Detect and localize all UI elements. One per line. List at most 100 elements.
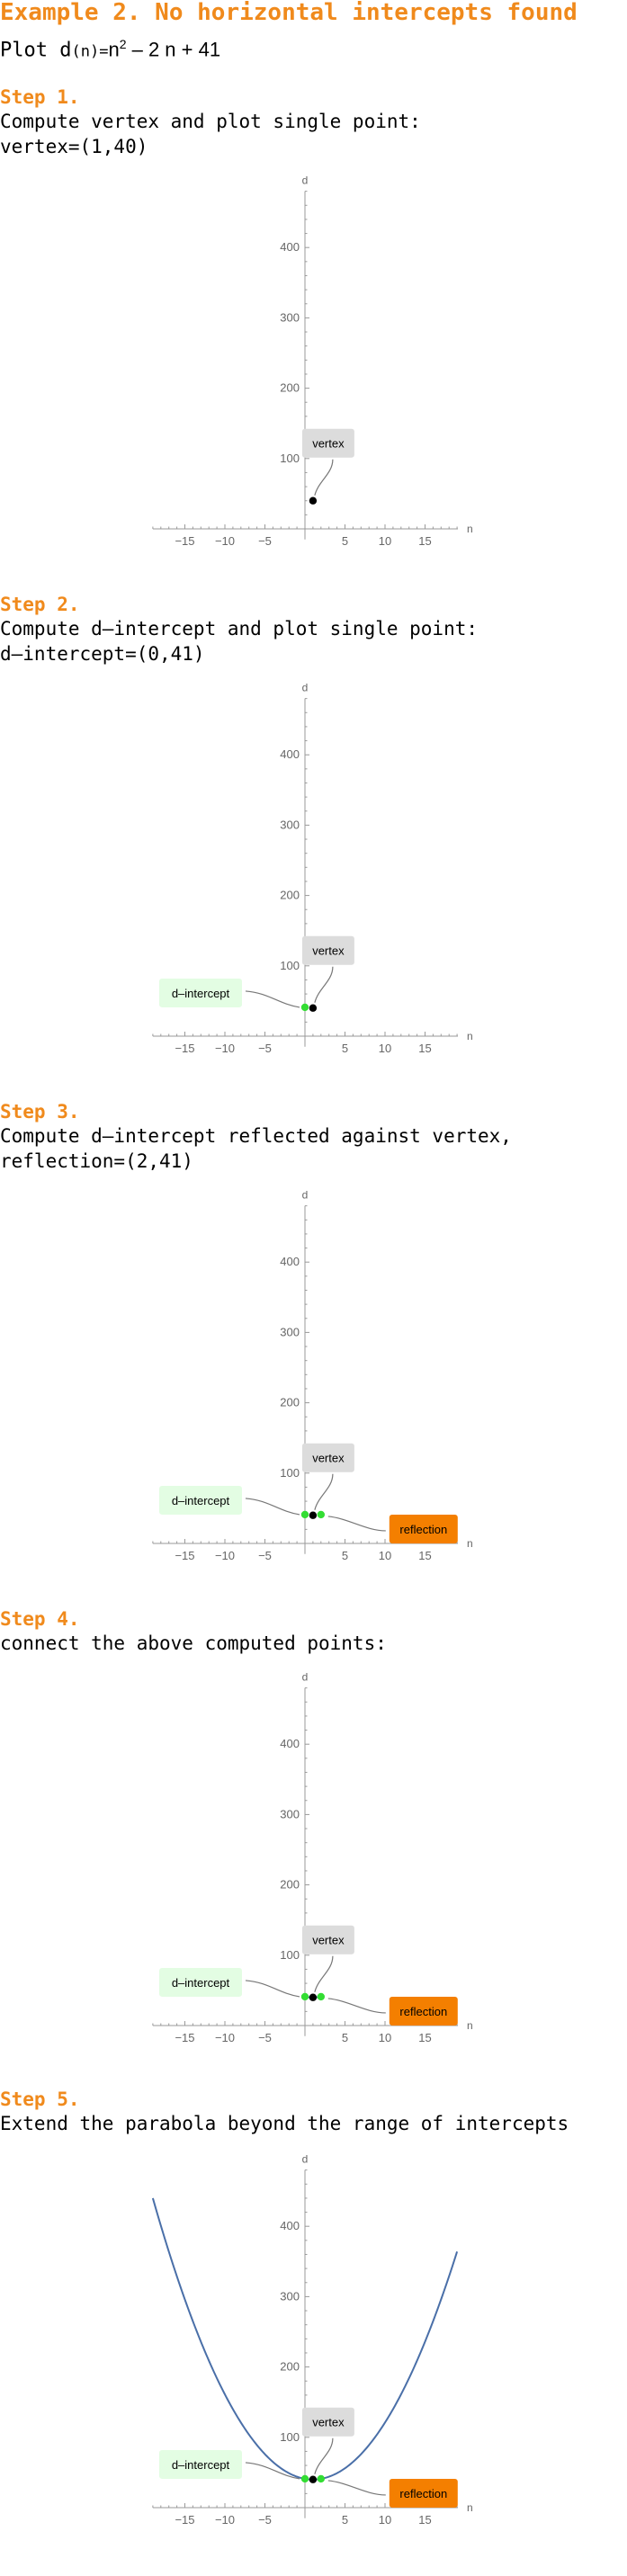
y-tick-label: 400 bbox=[280, 240, 300, 254]
step-5-heading: Step 5. bbox=[0, 2089, 80, 2110]
x-tick-label: −5 bbox=[258, 534, 272, 548]
intercept-label: d–intercept bbox=[172, 1976, 230, 1990]
intercept-callout-line bbox=[245, 990, 300, 1008]
y-tick-label: 400 bbox=[280, 2219, 300, 2232]
x-tick-label: −5 bbox=[258, 2031, 272, 2044]
x-tick-label: 15 bbox=[418, 1549, 431, 1562]
y-tick-label: 300 bbox=[280, 2289, 300, 2303]
intercept-label-box bbox=[159, 1967, 242, 1997]
intercept-point bbox=[300, 1992, 309, 2001]
vertex-point bbox=[309, 2475, 318, 2483]
x-tick-label: 5 bbox=[342, 534, 348, 548]
reflection-label-box bbox=[389, 2478, 458, 2508]
reflection-point bbox=[317, 1992, 325, 2001]
x-tick-label: −5 bbox=[258, 2513, 272, 2527]
vertex-label: vertex bbox=[312, 1452, 345, 1465]
chart-step-2: −15 −10 −5 5 10 15 100 200 300 400 n d vertex d–inter… bbox=[152, 682, 473, 1055]
x-tick-label: −15 bbox=[175, 2513, 194, 2527]
x-tick-label: −15 bbox=[175, 1549, 194, 1562]
subtitle-prefix: Plot d bbox=[0, 39, 72, 62]
subtitle-rest: – 2 n + 41 bbox=[126, 38, 221, 61]
x-axis-label: n bbox=[467, 2501, 473, 2514]
step-5-line-1: Extend the parabola beyond the range of … bbox=[0, 2113, 569, 2134]
y-tick-label: 100 bbox=[280, 959, 300, 972]
y-tick-label: 200 bbox=[280, 1396, 300, 1409]
vertex-callout-line bbox=[314, 1955, 334, 1992]
y-tick-label: 200 bbox=[280, 889, 300, 902]
y-tick-label: 200 bbox=[280, 2360, 300, 2374]
intercept-label-box bbox=[159, 1485, 242, 1515]
x-tick-label: −10 bbox=[215, 1042, 235, 1055]
step-2-line-1: Compute d–intercept and plot single poin… bbox=[0, 618, 479, 640]
reflection-callout-line bbox=[327, 2480, 386, 2496]
intercept-callout-line bbox=[245, 1498, 300, 1516]
reflection-label: reflection bbox=[399, 2487, 447, 2500]
subtitle-eq: = bbox=[99, 42, 109, 61]
vertex-label-box bbox=[301, 935, 354, 965]
x-tick-label: 15 bbox=[418, 1042, 431, 1055]
y-tick-label: 200 bbox=[280, 1878, 300, 1892]
chart-step-4: −15 −10 −5 5 10 15 100 200 300 400 n d vertex d–inter… bbox=[152, 1671, 473, 2044]
step-3-line-2: reflection=(2,41) bbox=[0, 1150, 193, 1172]
y-tick-label: 400 bbox=[280, 1737, 300, 1750]
step-2-line-2: d–intercept=(0,41) bbox=[0, 643, 205, 665]
x-tick-label: 10 bbox=[379, 2031, 391, 2044]
x-tick-label: 15 bbox=[418, 2513, 431, 2527]
subtitle-n: n bbox=[108, 38, 120, 61]
vertex-label: vertex bbox=[312, 2416, 345, 2429]
step-4-line-1: connect the above computed points: bbox=[0, 1632, 387, 1654]
y-tick-label: 400 bbox=[280, 747, 300, 761]
step-2-heading: Step 2. bbox=[0, 594, 80, 615]
step-3-heading: Step 3. bbox=[0, 1101, 80, 1123]
intercept-label-box bbox=[159, 978, 242, 1007]
x-axis-label: n bbox=[467, 523, 473, 535]
reflection-point bbox=[317, 1510, 325, 1519]
intercept-callout-line bbox=[245, 1980, 300, 1998]
x-tick-label: −10 bbox=[215, 534, 235, 548]
y-tick-label: 200 bbox=[280, 381, 300, 395]
y-tick-label: 100 bbox=[280, 2430, 300, 2444]
intercept-label-box bbox=[159, 2449, 242, 2479]
vertex-label-box bbox=[301, 1443, 354, 1472]
x-tick-label: −15 bbox=[175, 1042, 194, 1055]
x-tick-label: −10 bbox=[215, 2031, 235, 2044]
x-tick-label: −5 bbox=[258, 1549, 272, 1562]
x-tick-label: 5 bbox=[342, 2031, 348, 2044]
chart-step-5: −15 −10 −5 5 10 15 100 200 300 400 n d vertex d–inter… bbox=[151, 2153, 473, 2527]
y-tick-label: 400 bbox=[280, 1255, 300, 1268]
reflection-label-box bbox=[389, 1514, 458, 1543]
x-axis-label: n bbox=[467, 1030, 473, 1042]
reflection-callout-line bbox=[327, 1998, 386, 2014]
reflection-callout-line bbox=[327, 1516, 386, 1532]
y-axis-label: d bbox=[302, 2153, 309, 2166]
x-tick-label: 10 bbox=[379, 534, 391, 548]
reflection-point bbox=[317, 2474, 325, 2483]
x-tick-label: 15 bbox=[418, 534, 431, 548]
vertex-callout-line bbox=[314, 459, 334, 496]
page-subtitle: Plot d(n)=n2 – 2 n + 41 bbox=[0, 32, 220, 63]
step-3-line-1: Compute d–intercept reflected against ve… bbox=[0, 1125, 512, 1147]
step-1-heading: Step 1. bbox=[0, 86, 80, 108]
subtitle-exp: 2 bbox=[119, 37, 127, 51]
step-1-line-2: vertex=(1,40) bbox=[0, 136, 148, 157]
vertex-point bbox=[309, 1993, 318, 2001]
x-tick-label: 10 bbox=[379, 2513, 391, 2527]
intercept-point bbox=[300, 2474, 309, 2483]
subtitle-paren: (n) bbox=[71, 42, 100, 61]
step-4-heading: Step 4. bbox=[0, 1608, 80, 1630]
y-tick-label: 100 bbox=[280, 1948, 300, 1962]
x-tick-label: −5 bbox=[258, 1042, 272, 1055]
vertex-point bbox=[309, 496, 318, 505]
y-tick-label: 100 bbox=[280, 1466, 300, 1480]
x-tick-label: −15 bbox=[175, 2031, 194, 2044]
chart-step-3: −15 −10 −5 5 10 15 100 200 300 400 n d vertex d–inter… bbox=[152, 1189, 473, 1562]
x-tick-label: −15 bbox=[175, 534, 194, 548]
vertex-label: vertex bbox=[312, 1934, 345, 1947]
x-tick-label: 5 bbox=[342, 2513, 348, 2527]
y-tick-label: 300 bbox=[280, 1325, 300, 1338]
y-tick-label: 300 bbox=[280, 310, 300, 324]
vertex-label-box bbox=[301, 428, 354, 458]
x-tick-label: 5 bbox=[342, 1549, 348, 1562]
vertex-callout-line bbox=[314, 966, 334, 1003]
x-tick-label: 10 bbox=[379, 1042, 391, 1055]
